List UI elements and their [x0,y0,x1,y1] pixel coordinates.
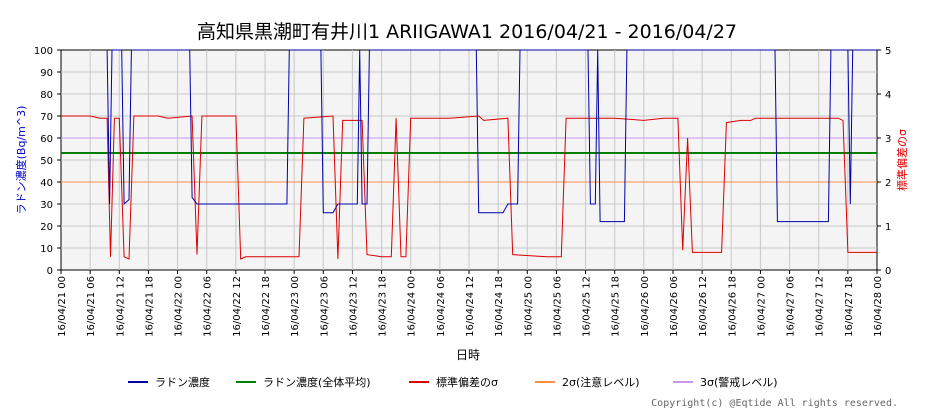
x-tick-label: 16/04/26 00 [640,276,651,337]
x-tick-label: 16/04/22 18 [261,276,272,337]
y-tick-left-label: 20 [40,222,53,233]
x-axis-label: 日時 [456,348,480,362]
y-tick-left-label: 50 [40,156,53,167]
y-tick-right-label: 0 [885,266,891,277]
y-tick-left-label: 90 [40,68,53,79]
x-tick-label: 16/04/22 06 [203,276,214,337]
x-tick-label: 16/04/27 06 [786,276,797,337]
x-tick-label: 16/04/28 00 [873,276,884,337]
legend-label: ラドン濃度 [155,375,210,389]
legend-label: 2σ(注意レベル) [562,375,640,389]
y-tick-left-label: 40 [40,178,53,189]
x-axis: 16/04/21 00 16/04/21 06 16/04/21 12 16/04/2… [57,270,884,337]
chart-title: 高知県黒潮町有井川1 ARIIGAWA1 2016/04/21 - 2016/0… [197,21,737,43]
x-tick-label: 16/04/23 18 [378,276,389,337]
x-tick-label: 16/04/23 06 [319,276,330,337]
y-tick-right-label: 1 [885,222,891,233]
legend-label: 3σ(警戒レベル) [700,375,778,389]
y-tick-left-label: 100 [34,46,53,57]
series-line-2 [61,115,877,260]
x-tick-label: 16/04/22 12 [232,276,243,337]
x-tick-label: 16/04/24 12 [465,276,476,337]
y-tick-left-label: 80 [40,90,53,101]
y-axis-right: 0 1 2 3 4 5 [877,46,891,277]
copyright: Copyright(c) @Eqtide All rights reserved… [651,398,898,409]
y-tick-left-label: 60 [40,134,53,145]
x-tick-label: 16/04/21 00 [57,276,68,337]
x-tick-label: 16/04/26 06 [669,276,680,337]
legend-label: ラドン濃度(全体平均) [263,375,371,389]
x-tick-label: 16/04/27 18 [844,276,855,337]
x-tick-label: 16/04/21 06 [86,276,97,337]
x-tick-label: 16/04/25 00 [523,276,534,337]
y-tick-left-label: 30 [40,200,53,211]
y-tick-right-label: 2 [885,178,891,189]
x-tick-label: 16/04/25 18 [611,276,622,337]
series-layer [61,49,877,260]
x-tick-label: 16/04/25 06 [552,276,563,337]
x-tick-label: 16/04/26 12 [698,276,709,337]
x-tick-label: 16/04/23 12 [348,276,359,337]
legend-label: 標準偏差のσ [436,375,498,389]
y-tick-right-label: 4 [885,90,891,101]
x-tick-label: 16/04/24 00 [407,276,418,337]
x-tick-label: 16/04/24 18 [494,276,505,337]
x-tick-label: 16/04/27 12 [815,276,826,337]
x-tick-label: 16/04/21 12 [115,276,126,337]
y-tick-left-label: 10 [40,244,53,255]
y-tick-right-label: 3 [885,134,891,145]
legend: ラドン濃度 ラドン濃度(全体平均) 標準偏差のσ 2σ(注意レベル) 3σ(警戒レベル) [128,375,778,389]
y-tick-right-label: 5 [885,46,891,57]
y-axis-left: 0 10 20 30 40 50 60 70 80 90 100 [34,46,61,277]
y-axis-right-label: 標準偏差のσ [895,129,909,191]
x-tick-label: 16/04/21 18 [144,276,155,337]
x-tick-label: 16/04/26 18 [727,276,738,337]
x-tick-label: 16/04/27 00 [756,276,767,337]
series-line-0 [106,49,877,223]
x-tick-label: 16/04/23 00 [290,276,301,337]
y-tick-left-label: 0 [47,266,53,277]
x-tick-label: 16/04/24 06 [436,276,447,337]
y-axis-left-label: ラドン濃度(Bq/m^3) [14,106,28,215]
y-tick-left-label: 70 [40,112,53,123]
x-tick-label: 16/04/25 12 [582,276,593,337]
x-tick-label: 16/04/22 00 [174,276,185,337]
